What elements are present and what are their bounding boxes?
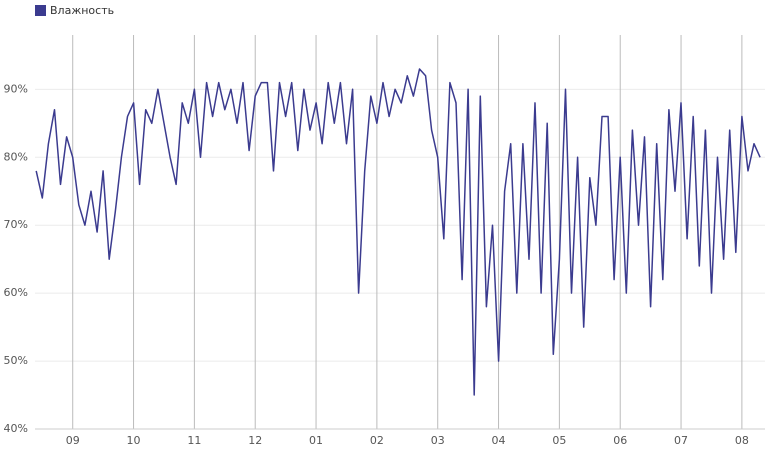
x-tick-label: 04 (492, 434, 506, 447)
legend-swatch (35, 5, 46, 16)
x-tick-label: 06 (613, 434, 627, 447)
y-tick-label: 50% (4, 354, 28, 367)
x-tick-label: 07 (674, 434, 688, 447)
y-tick-label: 90% (4, 82, 28, 95)
x-tick-label: 12 (248, 434, 262, 447)
y-tick-label: 70% (4, 218, 28, 231)
x-tick-label: 01 (309, 434, 323, 447)
x-tick-label: 05 (552, 434, 566, 447)
y-tick-label: 80% (4, 150, 28, 163)
x-tick-label: 02 (370, 434, 384, 447)
y-tick-label: 40% (4, 422, 28, 435)
x-tick-label: 09 (66, 434, 80, 447)
y-tick-label: 60% (4, 286, 28, 299)
x-tick-label: 10 (127, 434, 141, 447)
series-line (35, 68, 761, 396)
x-tick-label: 03 (431, 434, 445, 447)
x-tick-label: 11 (187, 434, 201, 447)
legend-label: Влажность (50, 4, 114, 17)
x-tick-label: 08 (735, 434, 749, 447)
